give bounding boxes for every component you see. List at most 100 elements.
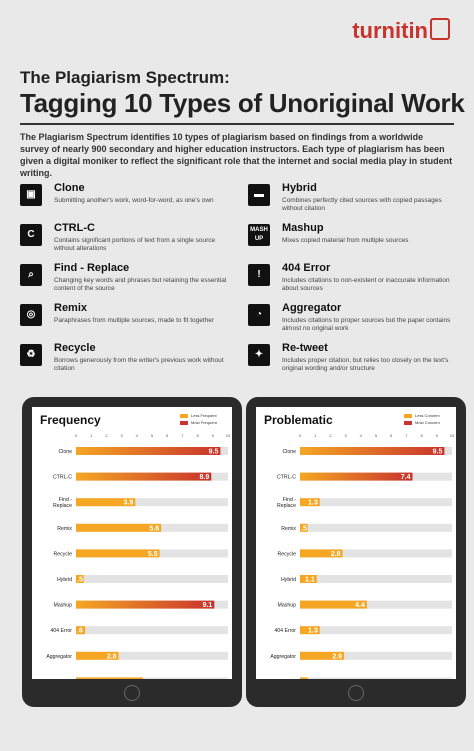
- category-label: CTRL-C: [277, 475, 296, 481]
- type-name: Find - Replace: [54, 262, 130, 274]
- title-line-1: The Plagiarism Spectrum:: [20, 68, 230, 87]
- data-label: 2.8: [331, 551, 341, 558]
- legend-entry: Most Frequent: [180, 420, 217, 427]
- x-tick-label: 4: [136, 433, 139, 438]
- type-description: Combines perfectly cited sources with co…: [282, 197, 442, 212]
- legend-swatch: [404, 413, 412, 418]
- category-label: 404 Error: [274, 628, 296, 634]
- type-item: ! 404 Error Includes citations to non-exis…: [248, 262, 468, 298]
- recycle-icon: ♻: [20, 344, 42, 366]
- type-item: C CTRL-C Contains significant portions of …: [20, 222, 240, 258]
- type-item: ▣ Clone Submitting another's work, word-fo…: [20, 182, 240, 218]
- x-tick-label: 4: [360, 433, 363, 438]
- x-tick-label: 0: [299, 433, 302, 438]
- legend-swatch: [180, 420, 188, 425]
- bar: [76, 549, 160, 558]
- car-icon: ▬: [248, 184, 270, 206]
- type-item: ◎ Remix Paraphrases from multiple sources,…: [20, 302, 240, 338]
- type-item: MASH UP Mashup Mixes copied material from …: [248, 222, 468, 258]
- type-item: ◔ Aggregator Includes citations to proper …: [248, 302, 468, 338]
- bar: [300, 600, 367, 609]
- type-description: Borrows generously from the writer's pre…: [54, 357, 224, 372]
- category-label: Recycle: [54, 551, 73, 557]
- data-label: 2.8: [107, 653, 117, 660]
- data-label: 9.1: [203, 602, 213, 609]
- legend-swatch: [404, 420, 412, 425]
- problematic-chart: Problematic Less Concern Most Concern 0 1 2 3 4…: [256, 407, 456, 679]
- type-description: Includes proper citation, but relies too…: [282, 357, 449, 372]
- type-description: Includes citations to non-existent or in…: [282, 277, 450, 292]
- bar-track: [300, 575, 452, 583]
- category-label: Hybrid: [57, 577, 72, 583]
- bar-track: [300, 600, 452, 609]
- x-tick-label: 5: [151, 433, 154, 438]
- x-tick-label: 10: [226, 433, 231, 438]
- title-line-2: Tagging 10 Types of Unoriginal Work: [20, 88, 465, 118]
- data-label: 1.3: [308, 628, 318, 635]
- chart-title: Frequency: [40, 413, 101, 427]
- keyboard-icon: C: [20, 224, 42, 246]
- clone-icon: ▣: [20, 184, 42, 206]
- bar: [300, 523, 308, 532]
- category-label: 404 Error: [50, 628, 72, 634]
- bar-track: [76, 498, 228, 507]
- bar: [300, 549, 343, 558]
- bar: [76, 472, 212, 481]
- legend-label: Less Concern: [415, 413, 440, 418]
- x-tick-label: 5: [375, 433, 378, 438]
- bar-track: [76, 575, 228, 583]
- bar: [300, 498, 320, 507]
- category-label: Recycle: [278, 551, 297, 557]
- x-tick-label: 8: [196, 433, 199, 438]
- legend-label: Less Frequent: [191, 413, 217, 418]
- x-tick-label: 2: [329, 433, 332, 438]
- title-divider: [20, 123, 454, 125]
- bird-icon: ✦: [248, 344, 270, 366]
- bar: [76, 575, 84, 583]
- type-item: ▬ Hybrid Combines perfectly cited sources …: [248, 182, 468, 218]
- type-description: Includes citations to proper sources but…: [282, 317, 451, 332]
- x-tick-label: 1: [314, 433, 317, 438]
- bar-track: [300, 651, 452, 660]
- x-tick-label: 7: [181, 433, 184, 438]
- x-tick-label: 3: [120, 433, 123, 438]
- bar: [76, 447, 221, 455]
- bar-track: [76, 651, 228, 660]
- data-label: 3.9: [124, 500, 134, 507]
- type-description: Submitting another's work, word-for-word…: [54, 197, 214, 204]
- category-label: Aggregator: [270, 654, 296, 660]
- data-label: 7.4: [401, 474, 411, 481]
- bar: [300, 575, 317, 583]
- data-label: 9.5: [433, 449, 443, 456]
- type-description: Paraphrases from multiple sources, made …: [54, 317, 215, 324]
- type-name: Recycle: [54, 342, 96, 354]
- bar: [300, 626, 320, 635]
- bar: [300, 651, 345, 660]
- bar-track: [300, 626, 452, 635]
- type-name: CTRL-C: [54, 222, 95, 234]
- category-label: Remix: [57, 526, 72, 532]
- category-label: Hybrid: [281, 577, 296, 583]
- bar-track: [300, 677, 452, 679]
- data-label: 4.4: [355, 602, 365, 609]
- data-label: .6: [77, 628, 83, 635]
- chart-legend: Less Frequent Most Frequent: [180, 413, 217, 427]
- data-label: 1.3: [308, 500, 318, 507]
- category-label: Mashup: [54, 603, 73, 609]
- bar: [300, 447, 445, 455]
- bar: [300, 472, 413, 481]
- intro-text: The Plagiarism Spectrum identifies 10 ty…: [20, 132, 453, 178]
- home-button-icon: [348, 685, 364, 701]
- type-name: Hybrid: [282, 182, 317, 194]
- bar: [76, 626, 86, 635]
- bar-track: [300, 523, 452, 532]
- bar-track: [300, 498, 452, 507]
- type-item: ✦ Re-tweet Includes proper citation, but r…: [248, 342, 468, 378]
- x-tick-label: 2: [105, 433, 108, 438]
- category-label: Remix: [281, 526, 296, 532]
- bar-track: [300, 549, 452, 558]
- chart-legend: Less Concern Most Concern: [404, 413, 440, 427]
- category-label: Clone: [282, 449, 296, 455]
